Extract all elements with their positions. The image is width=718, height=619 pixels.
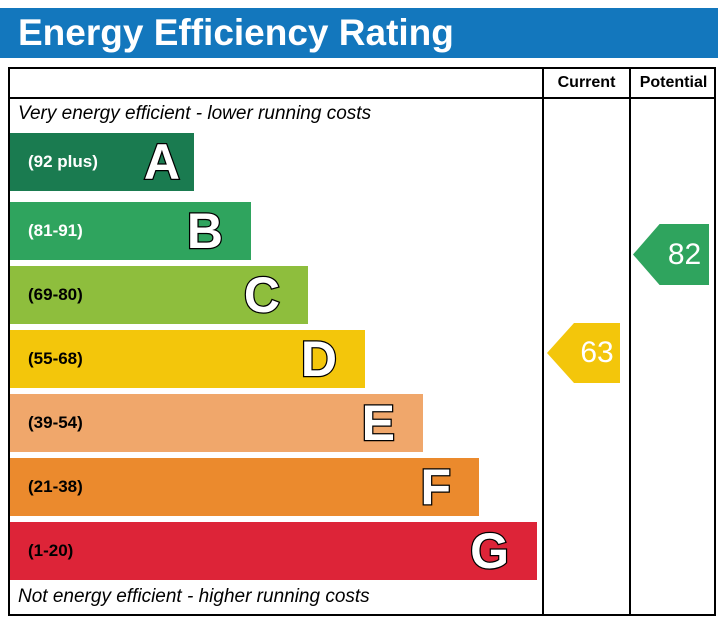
band-letter: D	[300, 330, 339, 389]
title-bar: Energy Efficiency Rating	[0, 8, 718, 58]
band-letter: E	[360, 394, 396, 453]
band-range-label: (55-68)	[28, 349, 83, 368]
top-note: Very energy efficient - lower running co…	[18, 103, 372, 124]
current-column-divider	[542, 67, 544, 616]
band-letter: B	[186, 202, 225, 261]
potential-rating-value: 82	[667, 237, 702, 271]
current-column-header: Current	[557, 74, 616, 91]
header-row-divider	[8, 97, 716, 99]
band-row-e: (39-54) E	[10, 394, 423, 452]
band-range-label: (21-38)	[28, 477, 83, 496]
band-range-label: (69-80)	[28, 285, 83, 304]
band-range-label: (92 plus)	[28, 152, 98, 171]
band-row-c: (69-80) C	[10, 266, 308, 324]
band-letter: G	[469, 522, 510, 581]
bottom-note: Not energy efficient - higher running co…	[18, 586, 370, 607]
page-title: Energy Efficiency Rating	[18, 12, 454, 53]
band-range-label: (1-20)	[28, 541, 74, 560]
band-range-label: (39-54)	[28, 413, 83, 432]
band-range-label: (81-91)	[28, 221, 83, 240]
band-letter: F	[419, 458, 452, 517]
potential-column-divider	[629, 67, 631, 616]
band-letter: C	[243, 266, 282, 325]
band-letter: A	[143, 133, 182, 192]
band-row-b: (81-91) B	[10, 202, 251, 260]
band-row-d: (55-68) D	[10, 330, 365, 388]
band-row-g: (1-20) G	[10, 522, 537, 580]
current-rating-value: 63	[580, 336, 614, 369]
potential-column-header: Potential	[639, 74, 708, 91]
band-row-f: (21-38) F	[10, 458, 479, 516]
band-row-a: (92 plus) A	[10, 133, 194, 191]
